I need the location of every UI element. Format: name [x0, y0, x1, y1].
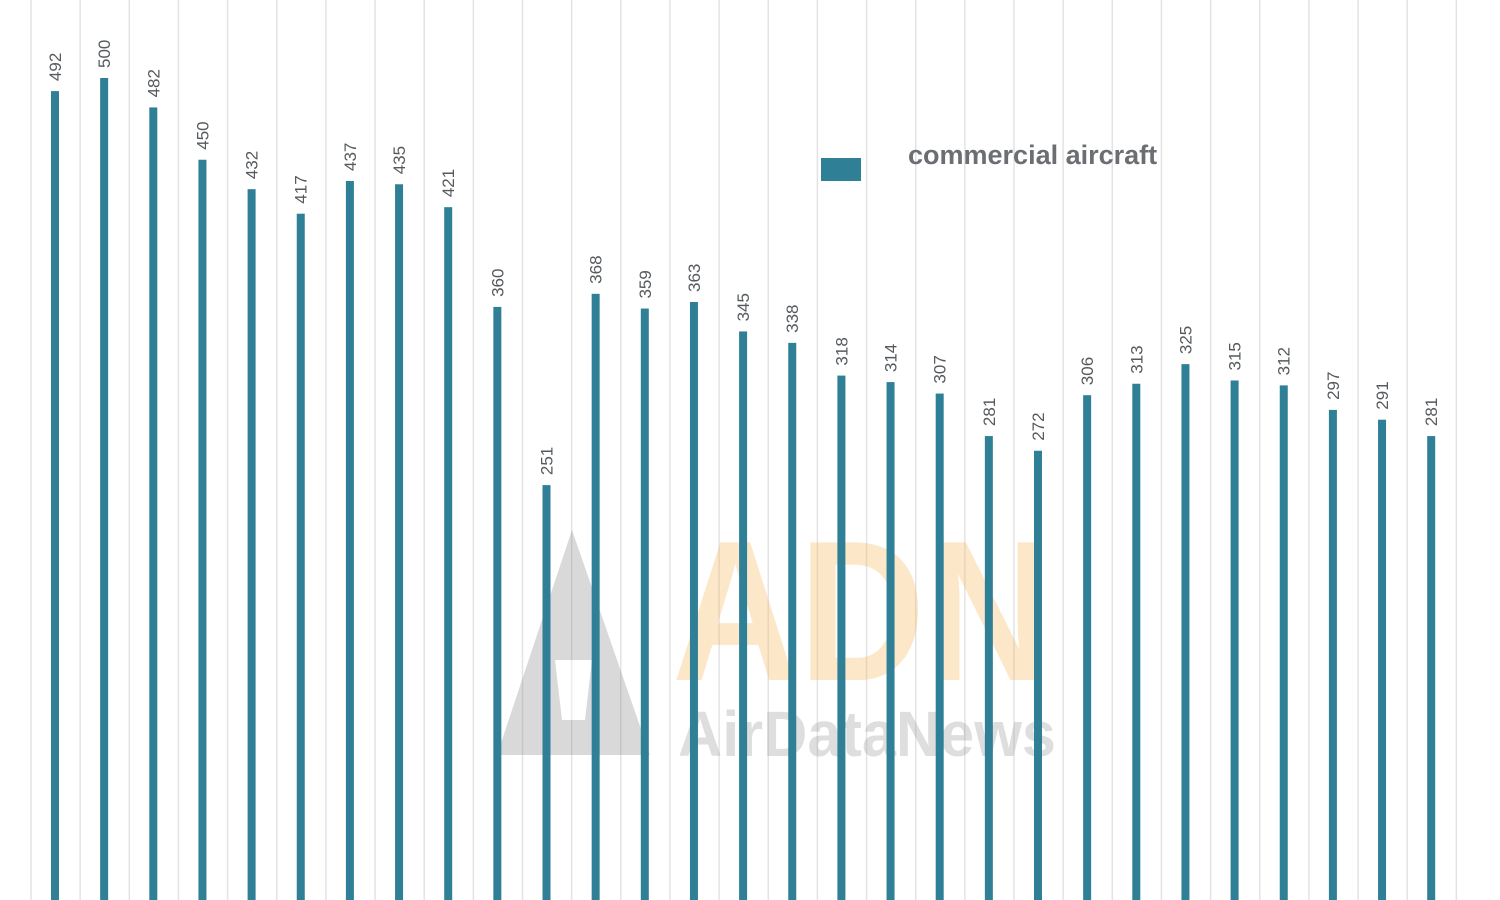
bar: [1279, 385, 1288, 900]
bar: [984, 436, 993, 900]
bar-value-label: 492: [46, 53, 65, 81]
bar: [739, 331, 748, 900]
bar-value-label: 417: [292, 175, 311, 203]
bar-value-label: 432: [243, 151, 262, 179]
watermark-logo: ADN AirDataNews: [497, 500, 1056, 770]
legend-label: commercial aircraft: [908, 140, 1157, 170]
bar: [1230, 380, 1239, 900]
bar: [1378, 419, 1387, 900]
bar: [149, 107, 158, 900]
bar-value-label: 363: [685, 264, 704, 292]
bar: [886, 382, 895, 900]
bar: [788, 342, 797, 900]
bar-value-label: 307: [931, 355, 950, 383]
bar-value-label: 368: [587, 255, 606, 283]
bar-value-label: 435: [390, 146, 409, 174]
bar: [1034, 450, 1042, 900]
bar: [689, 301, 698, 900]
bar-value-label: 437: [341, 143, 360, 171]
bar: [542, 485, 551, 900]
bar-value-label: 297: [1324, 372, 1343, 400]
bar-value-label: 318: [832, 337, 851, 365]
bar: [1132, 383, 1141, 900]
bar-value-label: 359: [636, 270, 655, 298]
bar-value-label: 281: [1422, 398, 1441, 426]
legend-swatch: [821, 158, 861, 181]
bar-value-label: 313: [1127, 345, 1146, 373]
bar: [493, 306, 502, 900]
bar-value-label: 338: [783, 304, 802, 332]
bar-value-label: 291: [1373, 381, 1392, 409]
bar-value-label: 345: [734, 293, 753, 321]
bar: [591, 293, 600, 900]
bar: [51, 91, 59, 900]
bar-value-label: 312: [1275, 347, 1294, 375]
gridlines: [30, 0, 1458, 900]
bar-value-label: 281: [980, 398, 999, 426]
bar: [640, 308, 649, 900]
bar-value-label: 482: [144, 69, 163, 97]
bar: [1427, 436, 1436, 900]
bar-value-label: 450: [193, 121, 212, 149]
bar: [1328, 409, 1337, 900]
bar: [837, 375, 846, 900]
watermark-airdatanews: AirDataNews: [678, 698, 1056, 770]
legend: commercial aircraft: [821, 140, 1157, 181]
bar-value-label: 251: [538, 447, 557, 475]
bar: [444, 207, 453, 900]
bar: [1083, 395, 1092, 900]
bar: [395, 184, 404, 900]
bar-value-label: 360: [488, 269, 507, 297]
bar: [345, 181, 354, 900]
bar-value-label: 314: [882, 344, 901, 372]
bar-value-label: 421: [439, 169, 458, 197]
watermark-adn: ADN: [672, 500, 1052, 723]
bar: [296, 213, 305, 900]
bar: [1181, 364, 1190, 900]
bar-value-label: 306: [1078, 357, 1097, 385]
watermark-glass-icon: [555, 660, 592, 720]
bar: [247, 189, 256, 900]
value-labels: 492 500 482 450 432 417 437 435 421 360 251 368 359 3…: [46, 40, 1441, 475]
bar-value-label: 325: [1176, 326, 1195, 354]
bar: [935, 393, 944, 900]
bar: [198, 159, 207, 900]
watermark-triangle-icon: [497, 530, 650, 755]
bar-value-label: 500: [95, 40, 114, 68]
bars: [51, 78, 1436, 900]
bar-value-label: 272: [1029, 412, 1048, 440]
bar-value-label: 315: [1226, 342, 1245, 370]
bar: [100, 78, 109, 900]
